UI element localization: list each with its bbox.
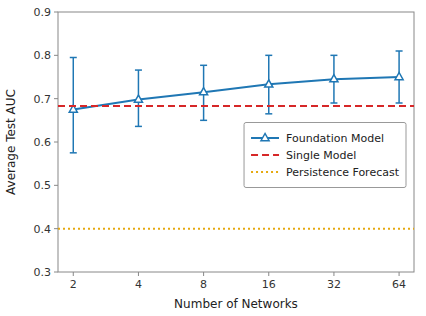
point-marker (200, 88, 208, 95)
error-bar-cap (265, 55, 272, 57)
legend-label: Single Model (286, 149, 356, 162)
error-bar-cap (330, 55, 337, 57)
error-bar (330, 55, 337, 103)
y-axis-label: Average Test AUC (4, 89, 18, 195)
legend-marker (261, 134, 269, 141)
point-marker (330, 75, 338, 82)
y-tick (54, 142, 58, 143)
chart-container: 2 4 8 16 32 64 0.3 0.4 0.5 0.6 0.7 0.8 0.9 Number of … (0, 0, 426, 316)
legend: Foundation Model Single Model Persistence … (244, 123, 406, 188)
legend-label: Persistence Forecast (286, 166, 400, 179)
point-marker (395, 73, 403, 80)
error-bar-cap (396, 50, 403, 52)
legend-box (244, 123, 406, 188)
x-tick (203, 272, 204, 276)
series-line (73, 77, 399, 110)
error-bar-cap (135, 126, 142, 128)
x-tick (333, 272, 334, 276)
series-2 (58, 228, 414, 229)
series-line (58, 105, 414, 107)
x-tick (138, 272, 139, 276)
legend-swatch (251, 171, 279, 173)
y-tick (54, 272, 58, 273)
error-bar-cap (70, 152, 77, 154)
chart-svg: 2 4 8 16 32 64 0.3 0.4 0.5 0.6 0.7 0.8 0.9 Number of … (0, 0, 426, 316)
x-tick-label: 64 (392, 278, 406, 291)
error-bar-cap (200, 120, 207, 122)
y-tick (54, 98, 58, 99)
x-tick (268, 272, 269, 276)
y-tick-label: 0.9 (34, 6, 52, 19)
error-bar-cap (265, 113, 272, 115)
x-axis-label: Number of Networks (174, 297, 298, 311)
axes: 2 4 8 16 32 64 0.3 0.4 0.5 0.6 0.7 0.8 0.9 (34, 6, 407, 291)
y-tick (54, 55, 58, 56)
x-tick (73, 272, 74, 276)
x-tick-label: 32 (327, 278, 341, 291)
plot-data (58, 51, 414, 229)
series-0 (69, 51, 403, 153)
error-bar-cap (200, 65, 207, 67)
series-line (58, 228, 414, 230)
error-bar-cap (396, 102, 403, 104)
y-tick (54, 185, 58, 186)
y-tick-label: 0.6 (34, 136, 52, 149)
y-tick-label: 0.7 (34, 93, 52, 106)
x-tick (399, 272, 400, 276)
error-bar (200, 65, 207, 120)
legend-swatch (251, 154, 279, 156)
error-bar (396, 51, 403, 103)
x-tick-label: 8 (200, 278, 207, 291)
point-marker (134, 95, 142, 102)
y-tick-label: 0.8 (34, 49, 52, 62)
plot-frame (58, 12, 414, 272)
y-tick-label: 0.4 (34, 223, 52, 236)
x-tick-label: 16 (262, 278, 276, 291)
x-tick-label: 2 (70, 278, 77, 291)
error-bar (135, 70, 142, 126)
y-tick-label: 0.5 (34, 179, 52, 192)
y-tick-label: 0.3 (34, 266, 52, 279)
x-tick-label: 4 (135, 278, 142, 291)
series-1 (58, 106, 414, 107)
error-bar-cap (135, 69, 142, 71)
error-bar-cap (330, 102, 337, 104)
legend-label: Foundation Model (286, 132, 384, 145)
y-tick (54, 12, 58, 13)
error-bar-cap (70, 57, 77, 59)
y-tick (54, 228, 58, 229)
point-marker (265, 80, 273, 87)
